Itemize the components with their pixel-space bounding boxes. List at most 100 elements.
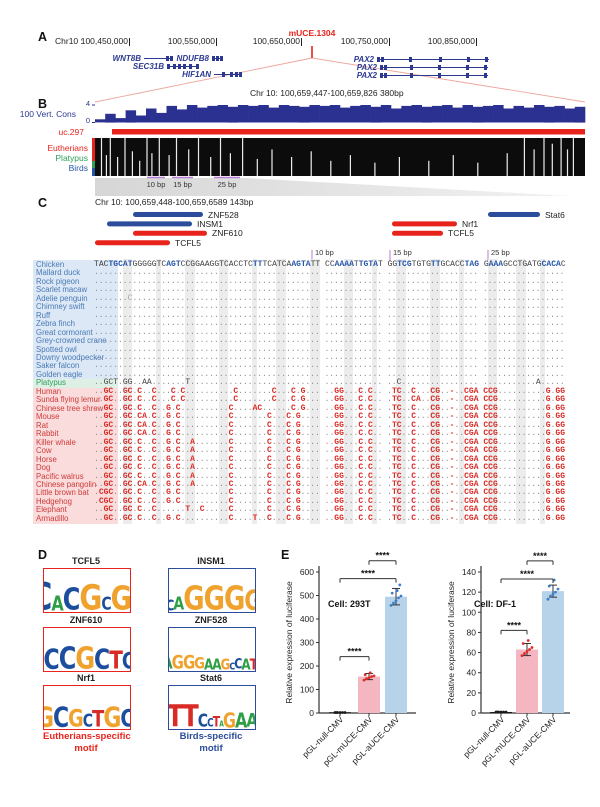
gene-exon (384, 65, 387, 71)
gene-label: SEC31B (132, 62, 164, 71)
zoom-fan-line-left (94, 57, 313, 103)
y-tick-label: 40 (467, 668, 477, 678)
gene-exon (484, 65, 487, 71)
species-label-elephant: Elephant (36, 505, 67, 515)
sequence-row: ..GC..GC.CA.C..G.C..........C.......C...… (94, 420, 566, 430)
bp-mark-label: 15 bp (173, 180, 192, 189)
logo-letter: G (79, 577, 102, 613)
bp-tick-label: 25 bp (491, 248, 510, 257)
platypus-label-band (33, 379, 118, 388)
sequence-row: ..GC..GC.C..C..G.C..A.......C.......C...… (94, 454, 566, 464)
logo-letter: C (58, 641, 77, 672)
logo-letter: C (94, 644, 110, 672)
y-tick-label: 120 (462, 587, 476, 597)
logo-letter: A (173, 594, 184, 613)
gene-exon (410, 65, 413, 71)
ruler-tick-line (216, 38, 217, 46)
gene-label: PAX2 (353, 55, 374, 64)
alignment-column-stripe (310, 258, 320, 525)
logo-letter: T (92, 706, 104, 730)
y-tick-label: 100 (462, 607, 476, 617)
alignment-column-stripe (185, 258, 195, 525)
tf-site-label-znf528: ZNF528 (208, 209, 239, 220)
logo-letter: A (51, 591, 63, 613)
significance-stars: **** (507, 620, 522, 630)
tf-site-label-nrf1: Nrf1 (462, 218, 479, 229)
ruler-tick-line (389, 38, 390, 46)
logo-letter: C (43, 644, 60, 672)
tf-site-label-tcfl5: TCFL5 (175, 237, 201, 248)
sequence-row: ..GC..GC.C..C..G.C..........C....AC.....… (94, 403, 566, 413)
sequence-row: ..GC..GC.C..C..G.C..A.......C.......C...… (94, 446, 566, 456)
y-tick-label: 600 (300, 567, 314, 577)
birds-caption-line1: Birds-specific (179, 731, 243, 742)
y-tick-label: 80 (467, 627, 477, 637)
logo-letter: A (203, 655, 213, 672)
mammals-label-band (33, 387, 118, 525)
gene-exon (380, 73, 383, 79)
gene-exon (377, 57, 380, 63)
gene-label: HIF1AN (182, 70, 211, 79)
y-tick-label: 20 (467, 688, 477, 698)
logo-tcfl5: TCACGCGCC (43, 568, 131, 613)
logo-title-stat6: Stat6 (199, 673, 222, 683)
y-tick-label: 200 (300, 661, 314, 671)
logo-letter: G (44, 704, 54, 729)
logo-letter: G (68, 705, 84, 730)
alignment-column-stripe (252, 258, 258, 525)
logo-letter: A (241, 655, 250, 672)
bp-tick-label: 15 bp (393, 248, 412, 257)
gene-exon (216, 56, 219, 62)
gene-exon (220, 56, 223, 62)
species-label-rock-pigeon: Rock pigeon (36, 276, 80, 286)
uce-label: mUCE.1304 (288, 28, 336, 38)
species-label-platypus: Platypus (36, 378, 66, 388)
sequence-row: ..GC..GC.C..C..G.C..A.......C.......C...… (94, 463, 566, 473)
ruler-tick-line (476, 38, 477, 46)
gene-exon (485, 57, 488, 63)
gene-exon (170, 56, 173, 62)
logo-insm1: TGTCAGGGGCCGA (168, 568, 256, 613)
gene-exon (166, 56, 169, 62)
ruler-tick-line (301, 38, 302, 46)
logo-letter: G (203, 580, 225, 613)
logo-title-nrf1: Nrf1 (76, 673, 95, 683)
species-label-great-cormorant: Great cormorant (36, 327, 93, 337)
logo-letter: T (250, 657, 255, 671)
gene-exon (438, 65, 441, 71)
gene-exon (239, 72, 242, 78)
group-label-birds: Birds (68, 163, 88, 173)
x-category-label: pGL-aUCE-CMV (507, 714, 559, 766)
ruler-tick-label: 100,650,000 (252, 36, 300, 46)
sequence-row: ..GC..GC.CA.C..G.C..........C.......C...… (94, 429, 566, 439)
gene-label: WNT8B (112, 54, 141, 63)
species-label-chinese-tree-shrew: Chinese tree shrew (36, 403, 104, 413)
bp-tick-label: 10 bp (315, 248, 334, 257)
species-label-human: Human (36, 386, 62, 396)
bp-mark-label: 10 bp (146, 180, 166, 189)
alignment-column-stripe (372, 258, 378, 525)
sequence-row: ........................................… (94, 310, 565, 320)
significance-stars: **** (347, 647, 362, 657)
logo-letter: T (168, 699, 183, 730)
species-label-mallard-duck: Mallard duck (36, 268, 81, 278)
region-caption: Chr 10: 100,659,448-100,659,6589 143bp (95, 197, 254, 207)
sequence-row: ..GC..GC.CA.C..G.C..A.......C.......C...… (94, 480, 566, 490)
alignment-column-stripe (122, 258, 133, 525)
logo-letter: G (183, 580, 204, 613)
y-tick-label: 500 (300, 591, 314, 601)
sequence-row: ..GC..GC.C..C..G.C..........C....T..C...… (94, 513, 566, 523)
species-label-chicken: Chicken (36, 259, 65, 269)
cell-label-df1: Cell: DF-1 (474, 599, 517, 609)
panel-d-label: D (38, 548, 48, 562)
sequence-row: ........................................… (94, 369, 565, 379)
gene-line (380, 75, 488, 77)
zoom-region-caption: Chr 10: 100,659,447-100,659,826 380bp (250, 88, 404, 98)
logo-letter: G (223, 580, 245, 613)
zoom-fan-line-right (311, 57, 586, 103)
species-label-golden-eagle: Golden eagle (36, 369, 83, 379)
tf-site-label-stat6: Stat6 (545, 209, 565, 220)
gene-exon (410, 73, 413, 79)
eutherians-caption-line1: Eutherians-specific (43, 731, 131, 742)
gene-exon (230, 72, 233, 78)
